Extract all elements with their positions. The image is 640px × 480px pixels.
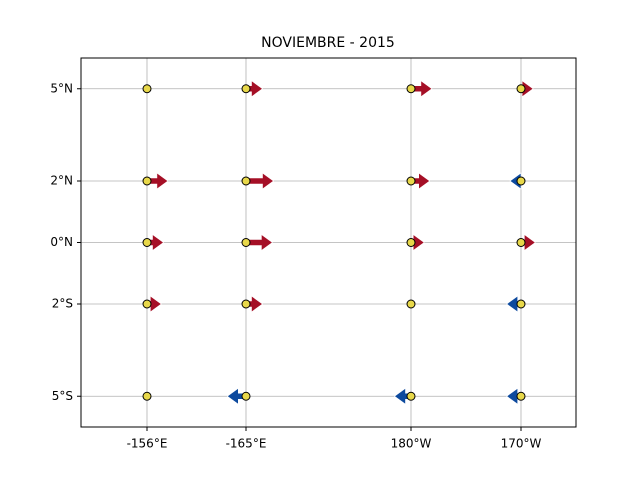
buoy-point <box>142 84 152 94</box>
y-tick-label: 2°N <box>50 174 73 188</box>
y-tick-label: 5°S <box>52 389 73 403</box>
y-tick-label: 0°N <box>50 235 73 249</box>
y-tick-label: 5°N <box>50 81 73 95</box>
buoy-point <box>241 391 251 401</box>
x-tick-label: 180°W <box>391 437 432 451</box>
buoy-point <box>241 176 251 186</box>
x-tick-label: 170°W <box>501 437 542 451</box>
x-tick-label: -165°E <box>226 437 267 451</box>
buoy-point <box>241 238 251 247</box>
buoy-point <box>241 84 251 94</box>
buoy-point <box>516 84 526 94</box>
buoy-point <box>406 391 416 401</box>
buoy-point <box>406 299 416 309</box>
buoy-point <box>142 391 152 401</box>
buoy-point <box>516 299 526 309</box>
buoy-point <box>406 238 416 247</box>
y-tick-label: 2°S <box>52 297 73 311</box>
buoy-point <box>406 176 416 186</box>
plot-frame <box>80 57 577 428</box>
buoy-point <box>516 238 526 247</box>
buoy-point <box>142 299 152 309</box>
buoy-point <box>142 176 152 186</box>
buoy-point <box>241 299 251 309</box>
buoy-point <box>516 391 526 401</box>
buoy-point <box>142 238 152 247</box>
buoy-point <box>516 176 526 186</box>
chart-title: NOVIEMBRE - 2015 <box>261 35 395 51</box>
buoy-point <box>406 84 416 94</box>
x-tick-label: -156°E <box>127 437 168 451</box>
